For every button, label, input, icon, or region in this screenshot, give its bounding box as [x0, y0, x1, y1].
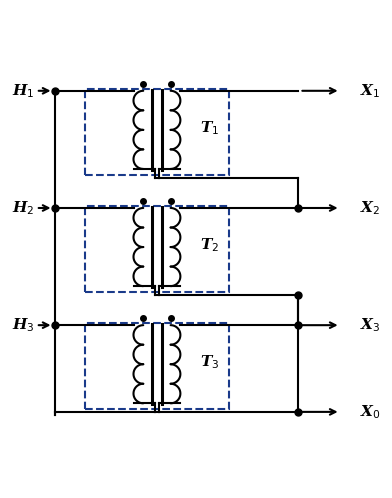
- Text: T$_2$: T$_2$: [200, 236, 219, 254]
- Bar: [85, 323, 229, 409]
- Text: X$_1$: X$_1$: [360, 82, 381, 100]
- Bar: [85, 206, 229, 292]
- Bar: [85, 89, 229, 175]
- Text: T$_3$: T$_3$: [200, 354, 220, 371]
- Text: H$_2$: H$_2$: [13, 199, 35, 217]
- Text: T$_1$: T$_1$: [200, 119, 219, 137]
- Text: X$_3$: X$_3$: [360, 316, 381, 334]
- Text: X$_0$: X$_0$: [360, 403, 381, 421]
- Text: H$_3$: H$_3$: [13, 316, 35, 334]
- Text: H$_1$: H$_1$: [13, 82, 35, 100]
- Text: X$_2$: X$_2$: [360, 199, 381, 217]
